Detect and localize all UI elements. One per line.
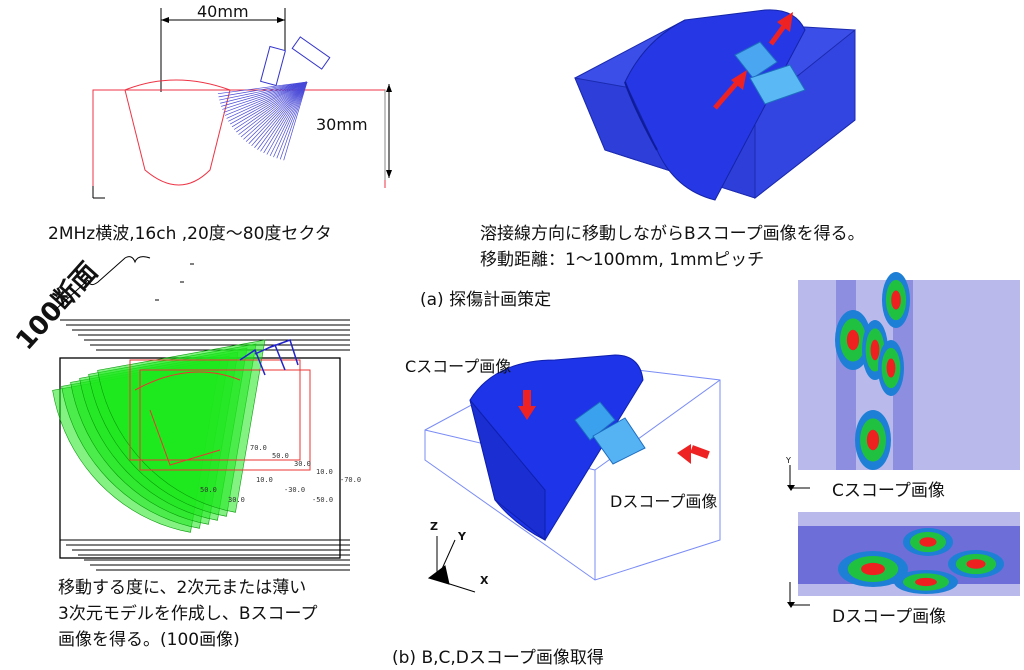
weld-block-3d <box>574 9 856 201</box>
top-left-caption: 2MHz横波,16ch ,20度～80度セクタ <box>48 224 332 244</box>
sector-diagram <box>92 8 392 199</box>
tick-label: -50.0 <box>312 496 333 504</box>
d-scope-arrow-icon <box>677 444 691 464</box>
beam-fan <box>217 81 308 161</box>
dim-height-label: 30mm <box>316 115 368 134</box>
stack-caption-line3: 画像を得る。(100画像) <box>58 630 240 650</box>
move-arrow-icon <box>731 70 747 90</box>
axis-y-label: Y <box>458 530 466 543</box>
inspection-box-3d <box>424 354 721 593</box>
axis-x-label: X <box>480 574 489 587</box>
c-scope-image <box>798 272 1020 470</box>
stack-caption-line2: 3次元モデルを作成し、Bスコープ <box>58 604 318 624</box>
tick-label: 30.0 <box>228 496 245 504</box>
tick-label: -70.0 <box>340 476 361 484</box>
d-scope-image <box>798 512 1020 596</box>
move-arrow-icon-2 <box>777 12 793 32</box>
tick-label: 10.0 <box>256 476 273 484</box>
top-right-caption-line2: 移動距離：1～100mm, 1mmピッチ <box>480 250 765 270</box>
c-scope-caption: Cスコープ画像 <box>832 481 945 501</box>
c-axis-icon <box>787 465 810 491</box>
d-axis-icon <box>787 582 810 608</box>
section-a-label: (a) 探傷計画策定 <box>420 290 552 310</box>
stack-caption-line1: 移動する度に、2次元または薄い <box>58 578 307 598</box>
c-axis-y: Y <box>786 456 791 465</box>
axis-z-label: Z <box>430 520 438 533</box>
stacked-sections: 70.0 50.0 30.0 10.0 50.0 30.0 10.0 -30.0 -50.0 -7… <box>52 256 361 571</box>
top-right-caption-line1: 溶接線方向に移動しながらBスコープ画像を得る。 <box>480 224 865 244</box>
c-scope-pointer-label: Cスコープ画像 <box>405 357 512 376</box>
d-scope-pointer-label: Dスコープ画像 <box>610 492 718 511</box>
tick-label: 50.0 <box>272 452 289 460</box>
tick-label: 30.0 <box>294 460 311 468</box>
c-scope-arrow-icon <box>518 406 536 420</box>
tick-label: 10.0 <box>316 468 333 476</box>
d-scope-caption: Dスコープ画像 <box>832 607 947 627</box>
section-b-label: (b) B,C,Dスコープ画像取得 <box>392 648 604 668</box>
frame-lines <box>60 319 350 571</box>
tick-label: -30.0 <box>284 486 305 494</box>
tick-label: 50.0 <box>200 486 217 494</box>
dim-width-label: 40mm <box>197 2 249 21</box>
tick-label: 70.0 <box>250 444 267 452</box>
